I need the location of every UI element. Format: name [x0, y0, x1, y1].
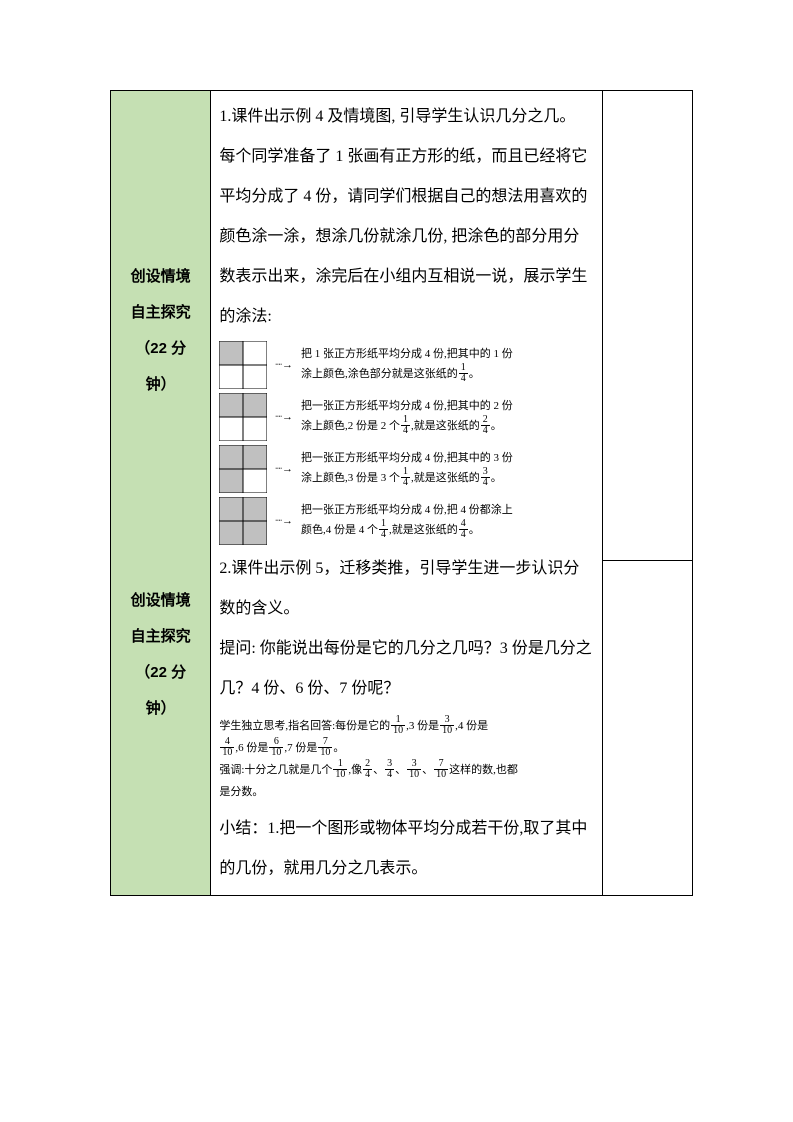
phase-line: 创设情境 — [119, 259, 202, 295]
answer-block: 学生独立思考,指名回答:每份是它的110,3 份是310,4 份是 410,6 … — [219, 715, 593, 803]
notes-cell-1 — [602, 91, 692, 561]
answer-line-2: 410,6 份是610,7 份是710。 — [219, 737, 593, 759]
arrow-icon: ┈→ — [275, 461, 293, 478]
square-diagram-icon — [219, 445, 267, 493]
notes-cell-2 — [602, 561, 692, 896]
intro-1: 1.课件出示例 4 及情境图, 引导学生认识几分之几。 — [219, 97, 593, 137]
square-diagram-icon — [219, 497, 267, 545]
square-diagram-icon — [219, 341, 267, 389]
answer-line-3: 强调:十分之几就是几个110,像24、34、310、710这样的数,也都 — [219, 759, 593, 781]
example-row: ┈→ 把 1 张正方形纸平均分成 4 份,把其中的 1 份涂上颜色,涂色部分就是这… — [219, 341, 593, 389]
phase-line: 自主探究 — [119, 619, 202, 655]
phase-line: 钟） — [119, 367, 202, 403]
example-row: ┈→ 把一张正方形纸平均分成 4 份,把其中的 2 份涂上颜色,2 份是 2 个1… — [219, 393, 593, 441]
phase-1: 创设情境 自主探究 （22 分 钟） — [119, 259, 202, 403]
example-desc: 把 1 张正方形纸平均分成 4 份,把其中的 1 份涂上颜色,涂色部分就是这张纸… — [301, 345, 513, 386]
answer-line-1: 学生独立思考,指名回答:每份是它的110,3 份是310,4 份是 — [219, 715, 593, 737]
phase-cell: 创设情境 自主探究 （22 分 钟） 创设情境 自主探究 （22 分 钟） — [111, 91, 211, 896]
answer-line-4: 是分数。 — [219, 781, 593, 803]
phase-line: 钟） — [119, 691, 202, 727]
example-row: ┈→ 把一张正方形纸平均分成 4 份,把 4 份都涂上颜色,4 份是 4 个14,… — [219, 497, 593, 545]
example-desc: 把一张正方形纸平均分成 4 份,把 4 份都涂上颜色,4 份是 4 个14,就是… — [301, 501, 513, 542]
example-desc: 把一张正方形纸平均分成 4 份,把其中的 2 份涂上颜色,2 份是 2 个14,… — [301, 397, 513, 438]
summary: 小结：1.把一个图形或物体平均分成若干份,取了其中的几份，就用几分之几表示。 — [219, 809, 593, 889]
phase-line: （22 分 — [119, 331, 202, 367]
example-desc: 把一张正方形纸平均分成 4 份,把其中的 3 份涂上颜色,3 份是 3 个14,… — [301, 449, 513, 490]
arrow-icon: ┈→ — [275, 357, 293, 374]
lesson-table: 创设情境 自主探究 （22 分 钟） 创设情境 自主探究 （22 分 钟） 1.… — [110, 90, 693, 896]
content-cell: 1.课件出示例 4 及情境图, 引导学生认识几分之几。 每个同学准备了 1 张画… — [211, 91, 602, 896]
phase-2: 创设情境 自主探究 （22 分 钟） — [119, 583, 202, 727]
square-diagram-icon — [219, 393, 267, 441]
example-row: ┈→ 把一张正方形纸平均分成 4 份,把其中的 3 份涂上颜色,3 份是 3 个1… — [219, 445, 593, 493]
part-2: 2.课件出示例 5，迁移类推，引导学生进一步认识分数的含义。 — [219, 549, 593, 629]
phase-line: 自主探究 — [119, 295, 202, 331]
phase-line: 创设情境 — [119, 583, 202, 619]
examples-list: ┈→ 把 1 张正方形纸平均分成 4 份,把其中的 1 份涂上颜色,涂色部分就是这… — [219, 341, 593, 545]
intro-2: 每个同学准备了 1 张画有正方形的纸，而且已经将它平均分成了 4 份，请同学们根… — [219, 137, 593, 337]
arrow-icon: ┈→ — [275, 409, 293, 426]
question: 提问: 你能说出每份是它的几分之几吗？3 份是几分之几？4 份、6 份、7 份呢… — [219, 629, 593, 709]
phase-line: （22 分 — [119, 655, 202, 691]
arrow-icon: ┈→ — [275, 513, 293, 530]
